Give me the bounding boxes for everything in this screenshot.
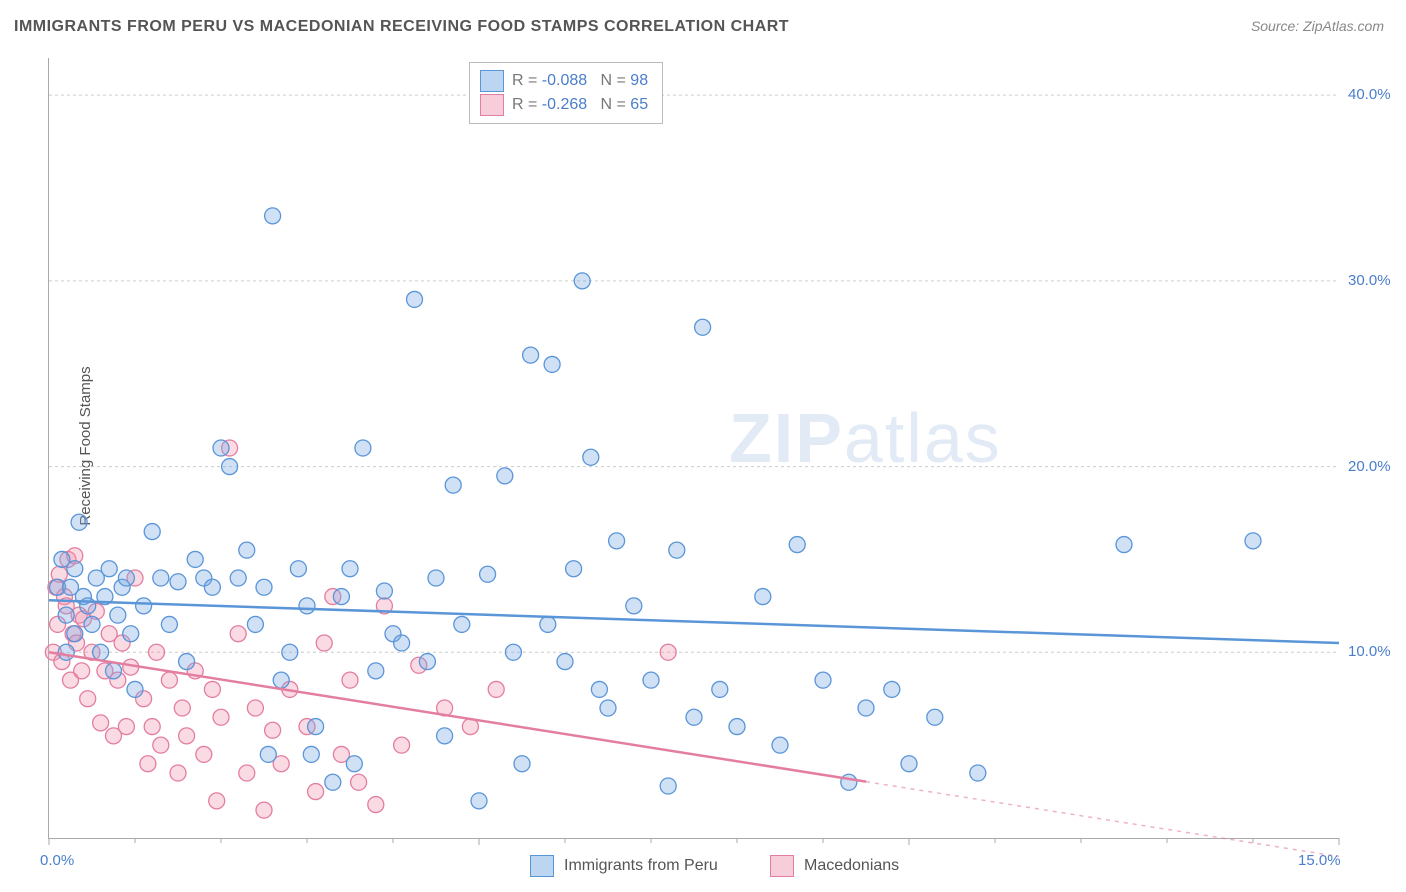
legend-swatch-icon <box>480 70 504 92</box>
legend-swatch-icon <box>770 855 794 877</box>
plot-area: ZIPatlas R = -0.088 N = 98R = -0.268 N =… <box>48 58 1339 839</box>
source-name: ZipAtlas.com <box>1303 18 1384 34</box>
y-tick-label: 30.0% <box>1348 272 1391 289</box>
legend-row: R = -0.268 N = 65 <box>480 93 648 117</box>
correlation-legend: R = -0.088 N = 98 R = -0.268 N = 65 <box>469 62 663 124</box>
source-credit: Source: ZipAtlas.com <box>1251 18 1384 34</box>
legend-swatch-icon <box>530 855 554 877</box>
legend-row: R = -0.088 N = 98 <box>480 69 648 93</box>
series-legend-peru: Immigrants from Peru <box>530 855 718 877</box>
legend-stats: R = -0.088 N = 98 <box>512 72 648 90</box>
correlation-chart: IMMIGRANTS FROM PERU VS MACEDONIAN RECEI… <box>0 0 1406 892</box>
y-tick-label: 20.0% <box>1348 458 1391 475</box>
x-tick-label: 0.0% <box>40 852 74 869</box>
legend-label: Macedonians <box>804 857 899 875</box>
x-tick-label: 15.0% <box>1298 852 1341 869</box>
y-tick-label: 10.0% <box>1348 643 1391 660</box>
legend-label: Immigrants from Peru <box>564 857 718 875</box>
legend-swatch-icon <box>480 94 504 116</box>
series-legend-macedonians: Macedonians <box>770 855 899 877</box>
y-tick-label: 40.0% <box>1348 86 1391 103</box>
source-prefix: Source: <box>1251 18 1303 34</box>
legend-stats: R = -0.268 N = 65 <box>512 96 648 114</box>
chart-title: IMMIGRANTS FROM PERU VS MACEDONIAN RECEI… <box>14 18 789 36</box>
plot-svg <box>49 58 1339 838</box>
